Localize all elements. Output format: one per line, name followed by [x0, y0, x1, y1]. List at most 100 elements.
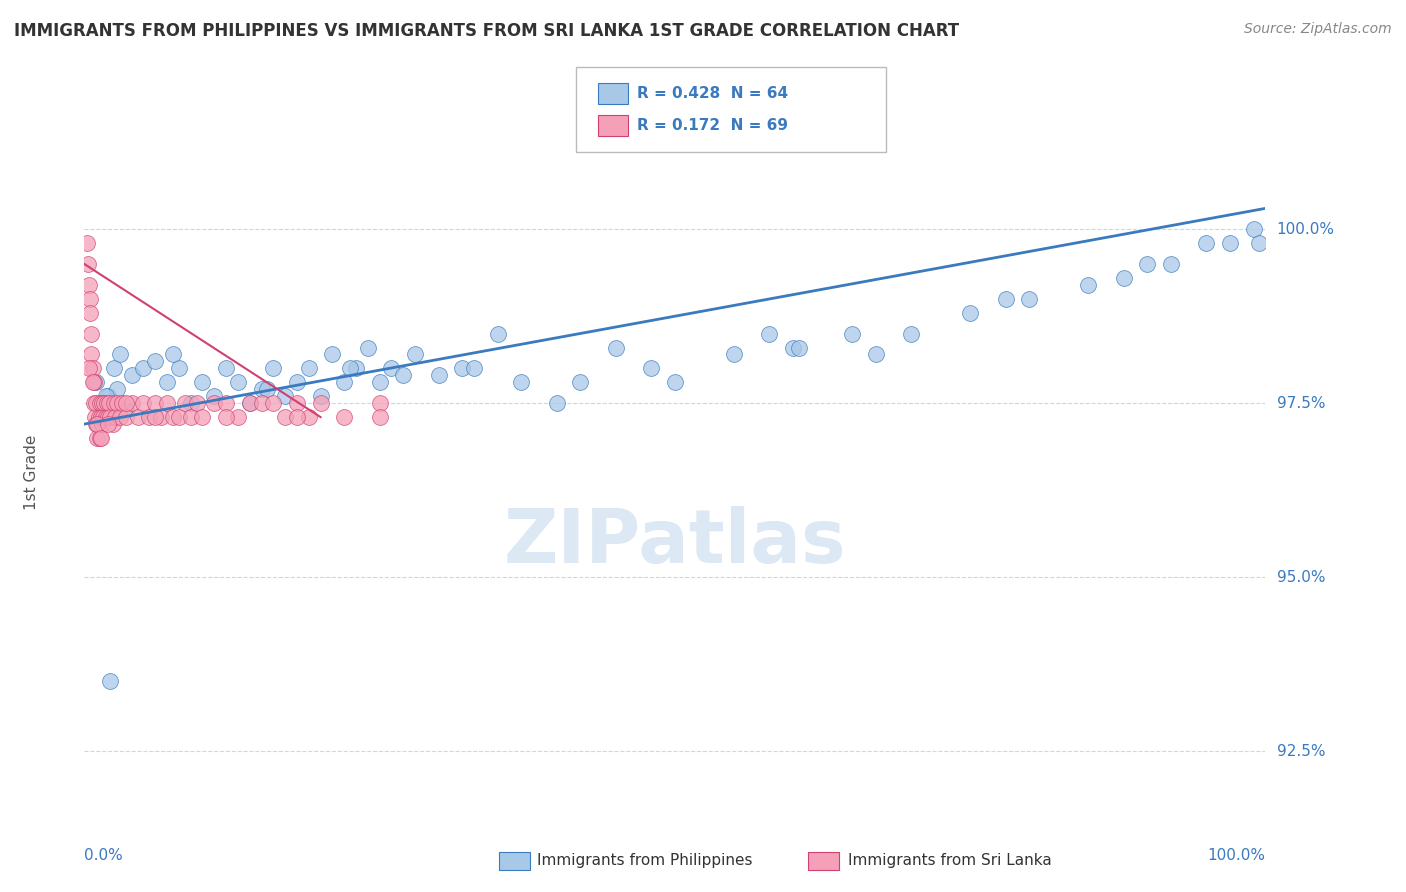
Point [84, 410, 107, 425]
Point [215, 361, 238, 376]
Point [427, 368, 450, 383]
Text: Source: ZipAtlas.com: Source: ZipAtlas.com [1244, 22, 1392, 37]
Point [132, 361, 155, 376]
Point [344, 361, 367, 376]
Point [77, 277, 100, 292]
Point [98, 396, 121, 410]
Point [156, 376, 179, 390]
Point [79, 292, 101, 306]
Point [250, 382, 273, 396]
Point [104, 410, 127, 425]
Point [97, 417, 120, 431]
Point [84, 417, 107, 431]
Point [380, 361, 402, 376]
Point [215, 396, 238, 410]
Point [368, 376, 391, 390]
Text: 100.0%: 100.0% [1277, 222, 1334, 236]
Point [309, 389, 332, 403]
Point [121, 396, 143, 410]
Point [900, 326, 922, 341]
Point [368, 396, 391, 410]
Point [114, 410, 136, 425]
Point [239, 396, 262, 410]
Point [114, 403, 136, 417]
Point [83, 376, 105, 390]
Point [451, 361, 474, 376]
Point [1219, 236, 1241, 251]
Point [91, 410, 114, 425]
Point [167, 361, 190, 376]
Text: Immigrants from Philippines: Immigrants from Philippines [537, 854, 752, 868]
Point [404, 347, 426, 361]
Point [111, 396, 134, 410]
Point [86, 417, 108, 431]
Point [108, 347, 131, 361]
Point [1077, 277, 1099, 292]
Point [274, 410, 297, 425]
Point [758, 326, 780, 341]
Point [84, 376, 107, 390]
Text: 97.5%: 97.5% [1277, 396, 1324, 410]
Text: ZIPatlas: ZIPatlas [503, 506, 846, 579]
Point [162, 410, 184, 425]
Point [333, 376, 356, 390]
Point [76, 236, 98, 251]
Point [108, 410, 131, 425]
Point [640, 361, 662, 376]
Point [83, 396, 105, 410]
Point [1249, 236, 1271, 251]
Point [180, 396, 202, 410]
Text: 100.0%: 100.0% [1208, 848, 1265, 863]
Point [1136, 257, 1159, 271]
Point [80, 347, 103, 361]
Point [1112, 271, 1135, 285]
Point [180, 410, 202, 425]
Text: 95.0%: 95.0% [1277, 570, 1324, 584]
Point [89, 396, 111, 410]
Point [202, 396, 225, 410]
Point [96, 396, 118, 410]
Point [114, 396, 136, 410]
Point [103, 361, 125, 376]
Point [98, 410, 121, 425]
Point [156, 396, 179, 410]
Point [463, 361, 485, 376]
Point [101, 417, 124, 431]
Point [143, 410, 166, 425]
Point [262, 361, 284, 376]
Point [107, 396, 129, 410]
Point [150, 410, 173, 425]
Point [1018, 292, 1040, 306]
Point [787, 341, 810, 355]
Text: 92.5%: 92.5% [1277, 744, 1324, 758]
Point [546, 396, 568, 410]
Point [91, 396, 114, 410]
Point [143, 354, 166, 368]
Point [97, 410, 120, 425]
Point [605, 341, 627, 355]
Point [80, 326, 103, 341]
Point [250, 396, 273, 410]
Text: 1st Grade: 1st Grade [24, 435, 39, 510]
Point [274, 389, 297, 403]
Point [86, 431, 108, 445]
Point [93, 396, 115, 410]
Point [239, 396, 262, 410]
Text: R = 0.172  N = 69: R = 0.172 N = 69 [637, 119, 787, 133]
Point [103, 396, 125, 410]
Point [94, 410, 117, 425]
Point [510, 376, 533, 390]
Point [994, 292, 1017, 306]
Point [392, 368, 415, 383]
Point [89, 431, 111, 445]
Point [226, 410, 249, 425]
Point [215, 410, 238, 425]
Point [162, 347, 184, 361]
Point [262, 396, 284, 410]
Point [1160, 257, 1182, 271]
Point [782, 341, 804, 355]
Point [569, 376, 592, 390]
Point [357, 341, 380, 355]
Point [959, 306, 981, 320]
Point [77, 257, 100, 271]
